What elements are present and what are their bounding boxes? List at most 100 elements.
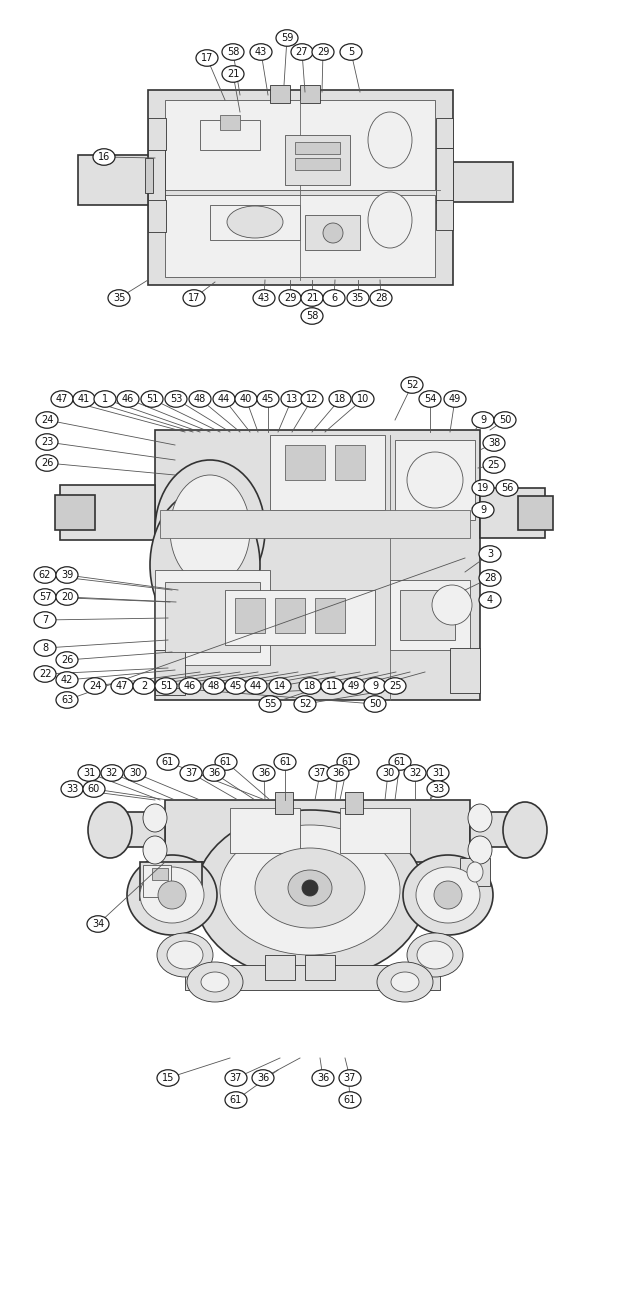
Ellipse shape (253, 290, 275, 306)
Ellipse shape (56, 652, 78, 669)
Ellipse shape (250, 43, 272, 60)
Ellipse shape (225, 1070, 247, 1087)
Bar (165, 582, 260, 652)
Ellipse shape (269, 678, 291, 695)
Ellipse shape (101, 765, 123, 781)
Text: 46: 46 (122, 394, 134, 404)
Ellipse shape (274, 754, 296, 771)
Text: 17: 17 (188, 293, 200, 303)
Ellipse shape (352, 390, 374, 407)
Text: 43: 43 (258, 293, 270, 303)
Text: 3: 3 (487, 549, 493, 559)
Bar (305, 215, 360, 249)
Bar (165, 195, 435, 277)
Ellipse shape (189, 390, 211, 407)
Ellipse shape (88, 802, 132, 858)
Bar (470, 812, 530, 848)
Text: 46: 46 (184, 680, 196, 691)
Text: 61: 61 (394, 757, 406, 767)
Text: 18: 18 (334, 394, 346, 404)
Text: 19: 19 (477, 483, 489, 492)
Ellipse shape (259, 696, 281, 712)
Bar (285, 445, 325, 481)
Ellipse shape (56, 671, 78, 688)
Ellipse shape (36, 411, 58, 428)
Bar (155, 650, 185, 695)
Ellipse shape (427, 781, 449, 797)
Ellipse shape (496, 479, 518, 496)
Ellipse shape (323, 223, 343, 243)
Ellipse shape (157, 1070, 179, 1087)
Ellipse shape (343, 678, 365, 695)
Text: 53: 53 (170, 394, 182, 404)
Bar (140, 862, 202, 900)
Bar (225, 590, 375, 645)
Ellipse shape (170, 475, 250, 585)
Ellipse shape (321, 678, 343, 695)
Text: 36: 36 (257, 1074, 269, 1083)
Text: 31: 31 (83, 768, 95, 778)
Bar (148, 148, 165, 202)
Text: 28: 28 (484, 573, 496, 582)
Ellipse shape (213, 390, 235, 407)
Ellipse shape (252, 1070, 274, 1087)
Text: 61: 61 (230, 1094, 242, 1105)
Text: 37: 37 (230, 1074, 242, 1083)
Bar (345, 791, 363, 814)
Text: 50: 50 (369, 699, 381, 709)
Bar (400, 590, 455, 640)
Ellipse shape (73, 390, 95, 407)
Ellipse shape (155, 678, 177, 695)
Ellipse shape (419, 390, 441, 407)
Text: 51: 51 (146, 394, 158, 404)
Text: 52: 52 (299, 699, 311, 709)
Ellipse shape (479, 546, 501, 563)
Bar (55, 495, 95, 530)
Ellipse shape (503, 802, 547, 858)
Ellipse shape (133, 678, 155, 695)
Text: 58: 58 (227, 47, 239, 57)
Text: 43: 43 (255, 47, 267, 57)
Ellipse shape (255, 848, 365, 929)
Ellipse shape (257, 390, 279, 407)
Ellipse shape (483, 435, 505, 452)
Text: 33: 33 (432, 784, 444, 794)
Text: 57: 57 (38, 592, 51, 602)
Ellipse shape (301, 390, 323, 407)
Text: 36: 36 (208, 768, 220, 778)
Ellipse shape (195, 810, 425, 980)
Text: 37: 37 (185, 768, 197, 778)
Text: 61: 61 (279, 757, 291, 767)
Text: 9: 9 (480, 505, 486, 515)
Text: 59: 59 (281, 33, 293, 43)
Bar (105, 812, 165, 848)
Ellipse shape (368, 192, 412, 248)
Bar (165, 101, 435, 189)
Bar (395, 440, 475, 520)
Text: 39: 39 (61, 569, 73, 580)
Bar (270, 85, 290, 103)
Ellipse shape (167, 942, 203, 969)
Ellipse shape (84, 678, 106, 695)
Ellipse shape (225, 678, 247, 695)
Ellipse shape (201, 972, 229, 993)
Text: 36: 36 (317, 1074, 329, 1083)
Ellipse shape (222, 65, 244, 82)
Text: 24: 24 (89, 680, 101, 691)
Ellipse shape (87, 916, 109, 932)
Ellipse shape (140, 867, 204, 923)
Ellipse shape (196, 50, 218, 67)
Text: 40: 40 (240, 394, 252, 404)
Bar (148, 118, 166, 150)
Ellipse shape (220, 825, 400, 955)
Text: 49: 49 (449, 394, 461, 404)
Text: 41: 41 (78, 394, 90, 404)
Ellipse shape (389, 754, 411, 771)
Text: 12: 12 (306, 394, 318, 404)
Text: 6: 6 (331, 293, 337, 303)
Ellipse shape (34, 611, 56, 628)
Text: 47: 47 (116, 680, 128, 691)
Text: 36: 36 (332, 768, 344, 778)
Ellipse shape (203, 765, 225, 781)
Ellipse shape (225, 1092, 247, 1109)
